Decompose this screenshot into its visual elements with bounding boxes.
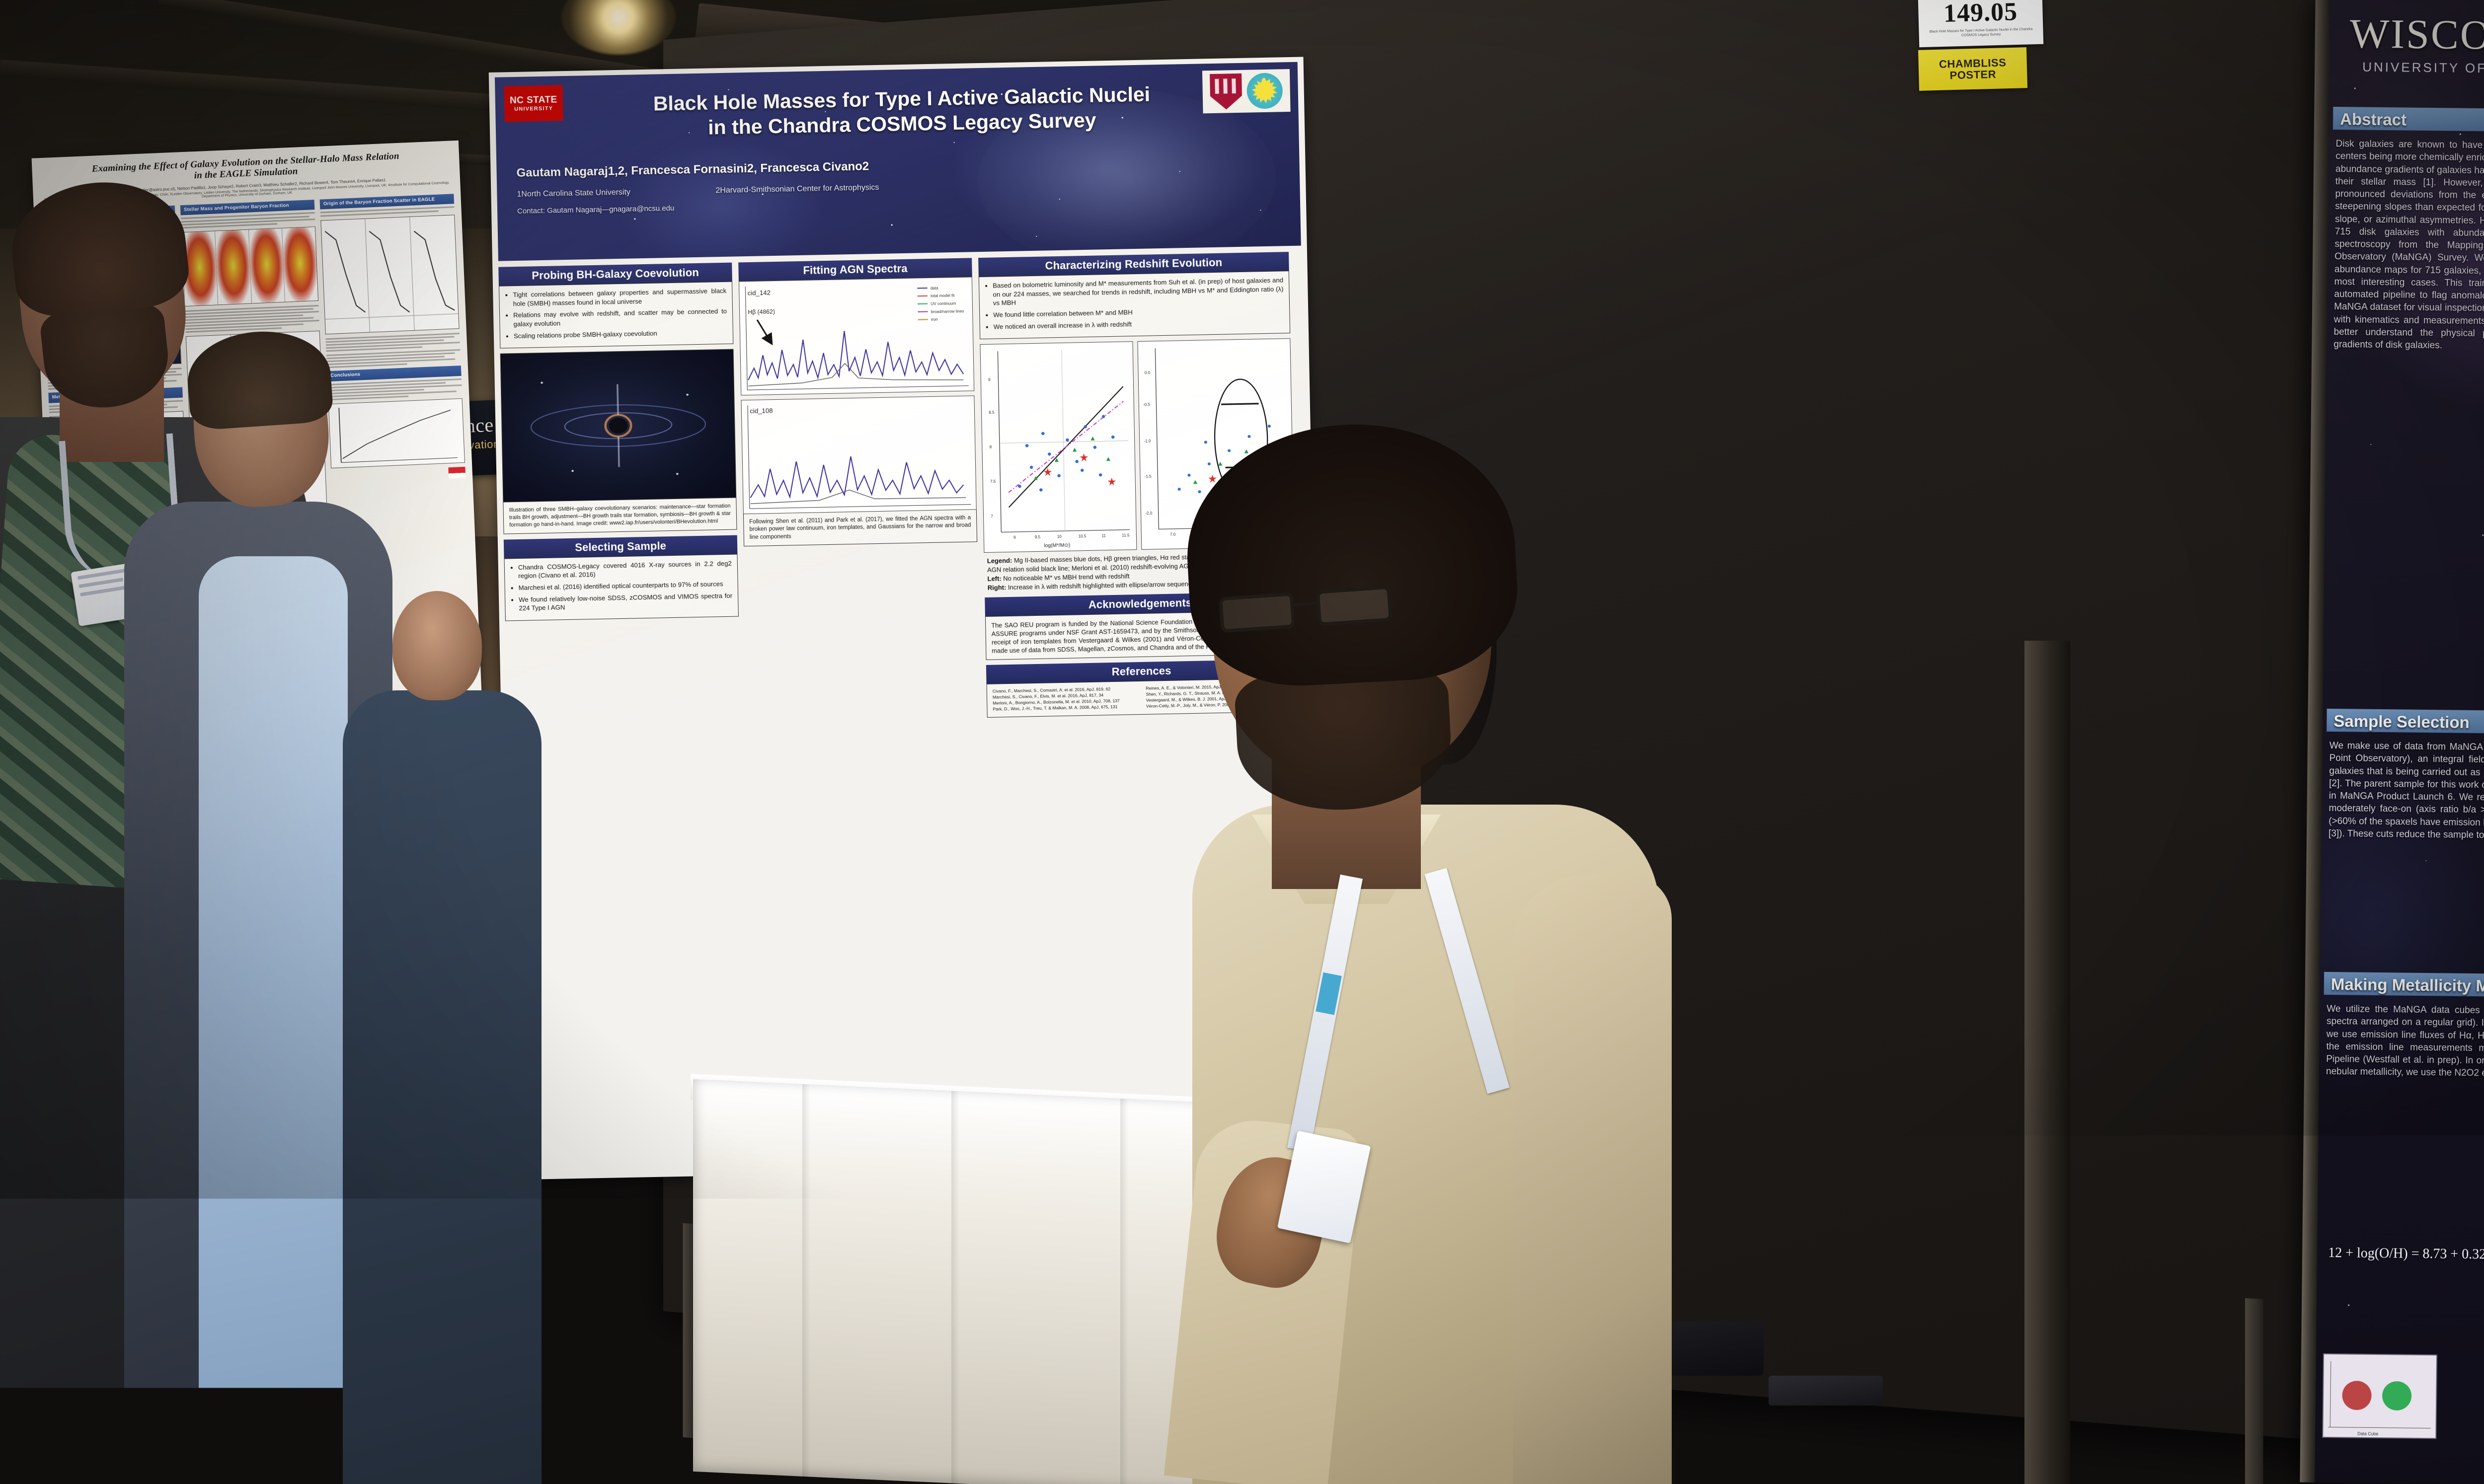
poster-wisconsin[interactable]: WISCONSIN UNIVERSITY OF WISCONSIN Abstra… [2300, 0, 2484, 1484]
legend-left-label: Left: [987, 575, 1001, 583]
section-body-probing: Tight correlations between galaxy proper… [499, 282, 733, 349]
svg-text:9: 9 [988, 378, 991, 382]
shirt-sleeve [1513, 874, 1672, 1484]
svg-text:-0.5: -0.5 [1143, 402, 1151, 407]
svg-text:data: data [931, 286, 939, 291]
section-body [185, 305, 320, 333]
board-divider-post [2024, 641, 2070, 1484]
wisconsin-subbrand: UNIVERSITY OF WISCONSIN [2362, 60, 2484, 77]
svg-text:iron: iron [931, 317, 938, 322]
poster-header-banner: NC STATE UNIVERSITY Black Hole Masses fo… [495, 62, 1301, 261]
svg-text:log(M*/M⊙): log(M*/M⊙) [1044, 543, 1071, 549]
figure-conclusion-plot [328, 398, 465, 468]
section-body-abstract: Disk galaxies are known to have radial a… [2331, 138, 2484, 588]
svg-text:cid_142: cid_142 [748, 289, 771, 297]
bullet-item: Marchesi et al. (2016) identified optica… [519, 580, 732, 593]
svg-text:Data Cube: Data Cube [2357, 1431, 2378, 1436]
sao-sun-icon [1246, 73, 1283, 109]
figure-agn-spectrum-1: cid_142 Hβ (4862) data total model fit U… [739, 277, 974, 395]
poster-body: Probing BH-Galaxy Coevolution Tight corr… [492, 245, 1316, 727]
wisconsin-wordmark: WISCONSIN [2349, 9, 2484, 60]
svg-text:-1.5: -1.5 [1145, 475, 1152, 479]
section-body-redshift: Based on bolometric luminosity and M* me… [979, 271, 1290, 339]
chambliss-line2: POSTER [1949, 69, 1996, 81]
svg-text:10.5: 10.5 [1079, 534, 1087, 539]
svg-text:10: 10 [1057, 535, 1062, 539]
section-body [326, 349, 461, 369]
poster-eagle-column-3: Origin of the Baryon Fraction Scatter in… [319, 194, 467, 522]
svg-text:9.5: 9.5 [1035, 535, 1041, 539]
svg-text:8: 8 [990, 445, 992, 449]
chile-flag-icon [448, 467, 466, 478]
legend-label: Legend: [987, 557, 1012, 565]
figure-coevolution-diagram [500, 349, 737, 503]
section-body-sample-selection: We make use of data from MaNGA (Mapping … [2328, 740, 2484, 952]
section-header-sample-selection: Sample Selection [2333, 712, 2470, 732]
bullet-item: Chandra COSMOS-Legacy covered 4016 X-ray… [518, 559, 732, 581]
svg-text:total model fit: total model fit [931, 294, 955, 298]
svg-text:Hβ (4862): Hβ (4862) [748, 308, 775, 316]
section-body [327, 378, 462, 401]
section-body-metallicity-maps: We utilize the MaNGA data cubes (FITS fi… [2324, 1003, 2484, 1245]
svg-text:-2.0: -2.0 [1145, 511, 1153, 516]
figure-mass-distribution-panels [181, 226, 318, 306]
poster-number-caption: Black Hole Masses for Type I Active Gala… [1919, 26, 2043, 39]
bullet-item: We found relatively low-noise SDSS, zCOS… [519, 591, 733, 613]
svg-text:9: 9 [1013, 535, 1016, 540]
svg-text:7: 7 [991, 514, 993, 519]
poster-affiliation-1: 1North Carolina State University [517, 188, 630, 199]
svg-text:UV continuum: UV continuum [931, 301, 956, 306]
svg-text:broad/narrow lines: broad/narrow lines [931, 309, 964, 314]
svg-text:8.5: 8.5 [989, 410, 995, 415]
photo-scene: ...nce Foundation ...ovation from the Gr… [0, 0, 2484, 1484]
svg-text:-1.0: -1.0 [1144, 439, 1151, 444]
poster-number-placard: 149.05 Black Hole Masses for Type I Acti… [1918, 0, 2043, 47]
tablet-on-table [1769, 1376, 1883, 1406]
svg-text:7.5: 7.5 [990, 480, 996, 484]
nc-state-logo: NC STATE UNIVERSITY [504, 85, 563, 122]
head [392, 591, 482, 700]
poster-title: Black Hole Masses for Type I Active Gala… [580, 80, 1225, 143]
section-body [325, 333, 460, 352]
svg-text:cid_108: cid_108 [750, 407, 773, 415]
poster-authors: Gautam Nagaraj1,2, Francesca Fornasini2,… [516, 159, 869, 180]
poster-contact: Contact: Gautam Nagaraj—gnagara@ncsu.edu [517, 204, 675, 216]
chambliss-line1: CHAMBLISS [1939, 57, 2007, 70]
svg-text:7.0: 7.0 [1170, 532, 1176, 537]
svg-text:11.5: 11.5 [1122, 533, 1130, 538]
svg-text:11: 11 [1101, 534, 1106, 538]
figure-caption-coevolution: Illustration of three SMBH–galaxy coevol… [503, 498, 737, 534]
bullet-item: Tight correlations between galaxy proper… [513, 287, 727, 308]
bullet-item: Based on bolometric luminosity and M* me… [993, 276, 1284, 307]
bullet-item: Relations may evolve with redshift, and … [513, 307, 727, 329]
nc-state-logo-line1: NC STATE [510, 95, 557, 105]
figure-caption-fitting: Following Shen et al. (2011) and Park et… [743, 510, 977, 546]
nc-state-logo-line2: UNIVERSITY [514, 106, 553, 112]
bullet-item: Scaling relations probe SMBH-galaxy coev… [514, 328, 727, 341]
figure-binding-energy-grid [320, 215, 459, 334]
section-header-abstract: Abstract [2340, 110, 2406, 129]
section-body [181, 212, 315, 228]
legend-left-text: No noticeable M* vs MBH trend with redsh… [1003, 572, 1130, 582]
legend-right-label: Right: [988, 584, 1007, 592]
figure-datacube-thumbnail: Data Cube [2322, 1353, 2437, 1439]
section-header-metallicity-maps: Making Metallicity Maps [2331, 975, 2484, 996]
poster-number: 149.05 [1943, 0, 2018, 28]
bullet-item: We noticed an overall increase in λ with… [994, 317, 1284, 331]
poster-column-1: Probing BH-Galaxy Coevolution Tight corr… [498, 263, 741, 727]
chambliss-award-badge: CHAMBLISS POSTER [1918, 47, 2027, 91]
poster-column-2: Fitting AGN Spectra cid_142 Hβ (4862) da… [738, 258, 981, 722]
metallicity-equation: 12 + log(O/H) = 8.73 + 0.32 log([N II]/[… [2328, 1245, 2484, 1263]
figure-mbh-vs-mstar: 9 9.5 10 10.5 11 11.5 7 7.5 8 8.5 9 log(M*/M⊙) [980, 342, 1137, 553]
svg-text:0.0: 0.0 [1145, 371, 1151, 375]
figure-agn-spectrum-2: cid_108 [741, 395, 976, 514]
section-body-selecting: Chandra COSMOS-Legacy covered 4016 X-ray… [504, 554, 739, 621]
poster-affiliation-2: 2Harvard-Smithsonian Center for Astrophy… [715, 183, 879, 195]
